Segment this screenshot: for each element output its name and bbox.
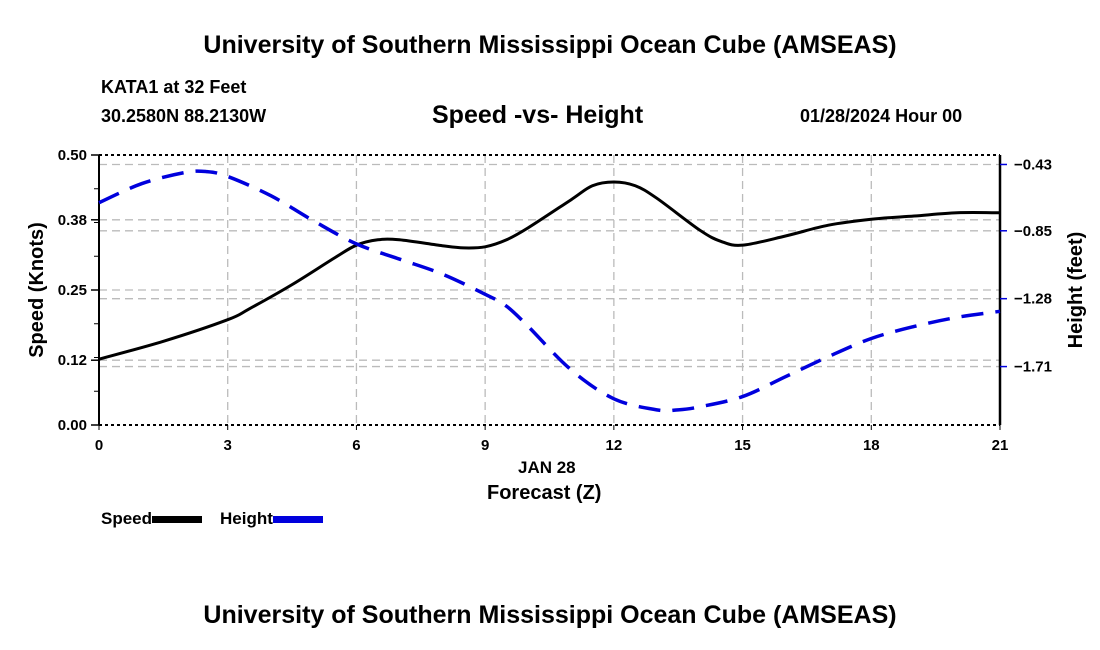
y-axis-label: Speed (Knots) [26, 222, 48, 358]
legend-speed-swatch [152, 515, 203, 523]
x-tick-label: 0 [95, 437, 103, 454]
legend-height-label: Height [220, 509, 273, 528]
y-tick-label: 0.38 [58, 212, 87, 229]
x-tick-label: 21 [992, 437, 1009, 454]
main-title: University of Southern Mississippi Ocean… [203, 31, 897, 59]
legend: Speed Height [101, 509, 341, 529]
y-tick-label: 0.12 [58, 352, 87, 369]
y2-axis-label: Height (feet) [1065, 232, 1087, 349]
series-line-height [98, 169, 1001, 413]
x-tick-label: 9 [481, 437, 489, 454]
legend-speed-label: Speed [101, 509, 153, 528]
y2-tick-label: −1.28 [1014, 291, 1052, 308]
y2-tick-label: −0.85 [1014, 223, 1052, 240]
x-tick-label: 12 [606, 437, 623, 454]
y-tick-label: 0.50 [58, 147, 87, 164]
station-label: KATA1 at 32 Feet [101, 77, 247, 97]
x-tick-label: 6 [352, 437, 360, 454]
chart-subtitle: Speed -vs- Height [432, 101, 644, 129]
series-line-speed [98, 180, 1001, 361]
y2-tick-label: −0.43 [1014, 156, 1052, 173]
y2-tick-label: −1.71 [1014, 359, 1052, 376]
datetime-label: 01/28/2024 Hour 00 [800, 106, 963, 126]
y-tick-label: 0.25 [58, 282, 87, 299]
legend-height-swatch [272, 515, 323, 523]
x-tick-label: 15 [734, 437, 751, 454]
x-axis-label: Forecast (Z) [487, 482, 602, 504]
x-tick-label: 3 [224, 437, 232, 454]
x-date-label: JAN 28 [518, 458, 576, 477]
coordinates-label: 30.2580N 88.2130W [101, 106, 267, 126]
y-tick-label: 0.00 [58, 417, 87, 434]
footer-title: University of Southern Mississippi Ocean… [203, 601, 897, 629]
x-tick-label: 18 [863, 437, 880, 454]
